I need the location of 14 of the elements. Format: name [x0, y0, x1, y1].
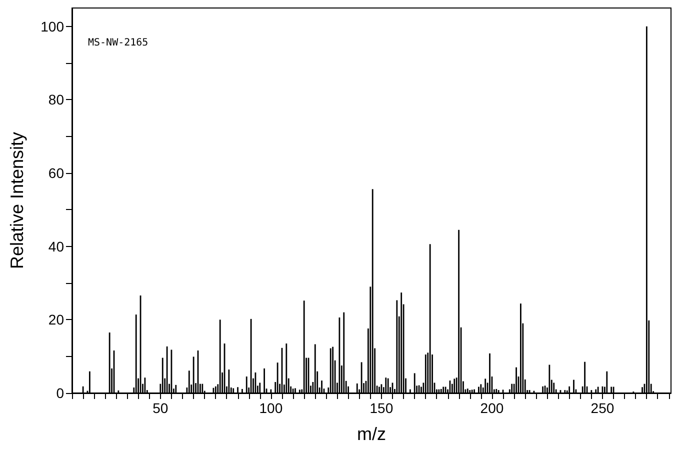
x-tick-label: 150 — [370, 400, 394, 416]
y-tick-label: 0 — [56, 385, 64, 401]
y-axis-title: Relative Intensity — [7, 132, 27, 270]
y-tick-label: 80 — [48, 92, 64, 108]
x-tick-label: 250 — [590, 400, 614, 416]
x-tick-label: 200 — [480, 400, 504, 416]
x-tick-label: 50 — [152, 400, 168, 416]
y-tick-label: 100 — [40, 18, 64, 34]
y-tick-label: 40 — [48, 238, 64, 254]
y-tick-label: 20 — [48, 312, 64, 328]
x-tick-label: 100 — [259, 400, 283, 416]
x-axis-title: m/z — [357, 424, 386, 444]
y-tick-label: 60 — [48, 165, 64, 181]
annotation: MS-NW-2165 — [88, 38, 148, 48]
